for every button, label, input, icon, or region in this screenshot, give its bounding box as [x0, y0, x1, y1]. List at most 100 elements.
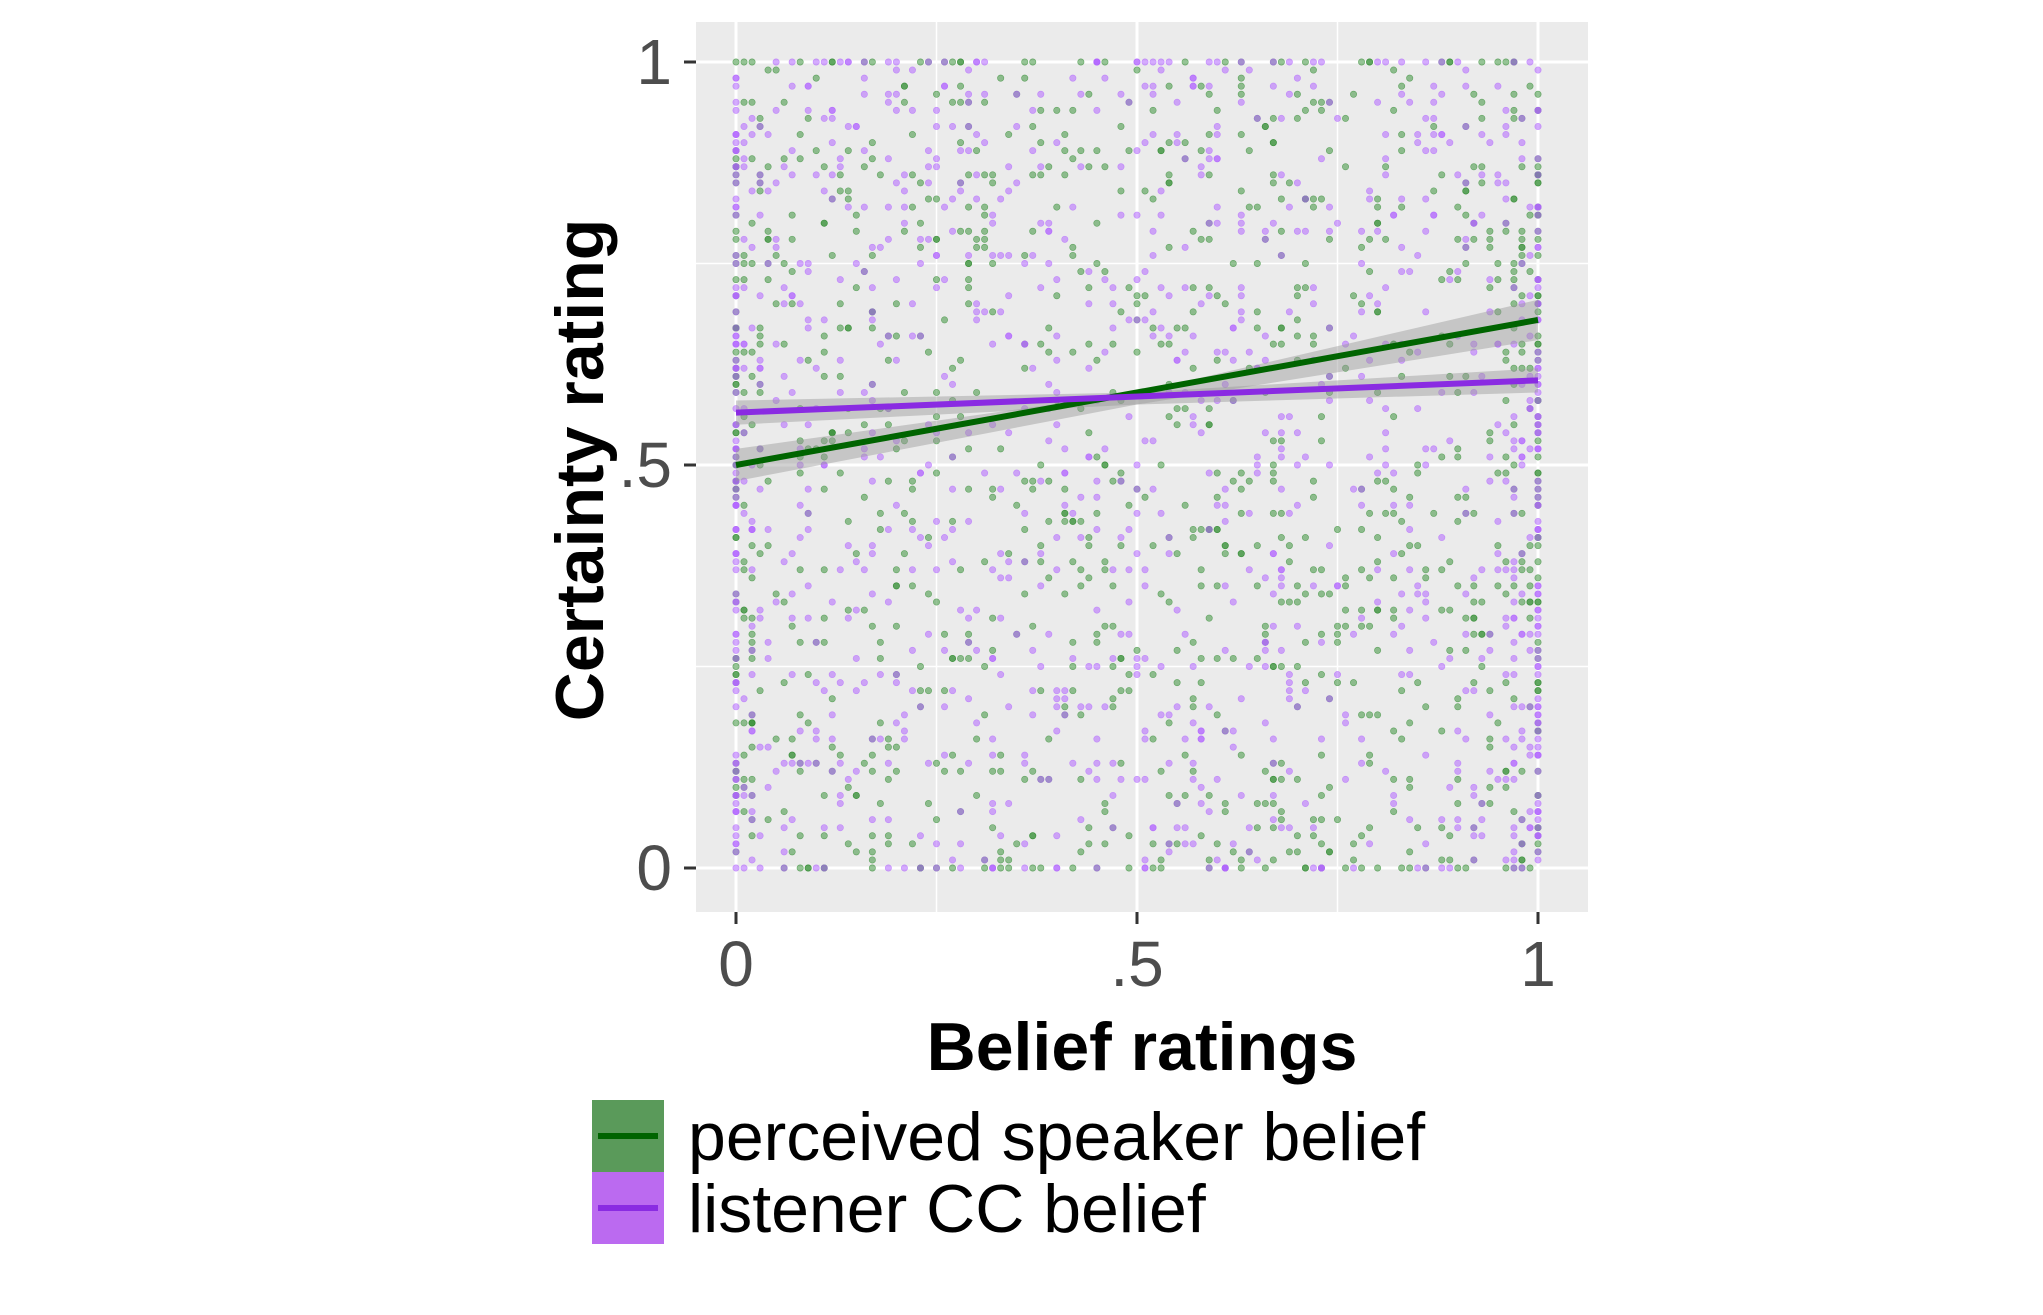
scatter-point — [1157, 662, 1165, 670]
scatter-point — [1390, 808, 1398, 816]
scatter-point — [1422, 566, 1430, 574]
scatter-point — [997, 195, 1005, 203]
scatter-point — [1189, 534, 1197, 542]
scatter-point — [884, 759, 892, 767]
scatter-point — [1285, 542, 1293, 550]
scatter-point — [780, 558, 788, 566]
scatter-point — [1309, 824, 1317, 832]
scatter-point — [1221, 485, 1229, 493]
scatter-point — [1414, 251, 1422, 259]
scatter-point — [1261, 122, 1269, 130]
scatter-point — [892, 671, 900, 679]
scatter-point — [1277, 824, 1285, 832]
scatter-point — [1494, 259, 1502, 267]
scatter-point — [892, 58, 900, 66]
scatter-point — [949, 751, 957, 759]
scatter-point — [1494, 171, 1502, 179]
scatter-point — [1245, 147, 1253, 155]
scatter-point — [1245, 203, 1253, 211]
scatter-point — [1197, 163, 1205, 171]
scatter-point — [876, 654, 884, 662]
scatter-point — [1101, 622, 1109, 630]
scatter-point — [748, 816, 756, 824]
scatter-point — [932, 284, 940, 292]
scatter-point — [1534, 808, 1542, 816]
scatter-point — [973, 308, 981, 316]
scatter-point — [780, 864, 788, 872]
scatter-point — [1478, 630, 1486, 638]
scatter-point — [796, 469, 804, 477]
scatter-point — [1133, 300, 1141, 308]
scatter-point — [949, 856, 957, 864]
scatter-point — [1133, 147, 1141, 155]
scatter-point — [989, 864, 997, 872]
scatter-point — [1534, 66, 1542, 74]
scatter-point — [1205, 90, 1213, 98]
scatter-point — [1382, 445, 1390, 453]
scatter-point — [924, 759, 932, 767]
scatter-point — [900, 727, 908, 735]
scatter-point — [852, 259, 860, 267]
scatter-point — [892, 332, 900, 340]
scatter-point — [1181, 155, 1189, 163]
scatter-point — [836, 469, 844, 477]
scatter-point — [876, 340, 884, 348]
scatter-point — [1085, 453, 1093, 461]
scatter-point — [1398, 550, 1406, 558]
scatter-point — [860, 421, 868, 429]
scatter-point — [772, 767, 780, 775]
scatter-point — [1510, 566, 1518, 574]
scatter-point — [916, 179, 924, 187]
scatter-point — [981, 308, 989, 316]
scatter-point — [1149, 195, 1157, 203]
scatter-point — [1470, 235, 1478, 243]
scatter-point — [740, 614, 748, 622]
scatter-point — [989, 219, 997, 227]
scatter-point — [844, 614, 852, 622]
scatter-point — [1269, 590, 1277, 598]
scatter-point — [1133, 276, 1141, 284]
scatter-point — [908, 171, 916, 179]
scatter-point — [1045, 630, 1053, 638]
scatter-point — [1029, 832, 1037, 840]
scatter-point — [1334, 582, 1342, 590]
scatter-point — [844, 783, 852, 791]
scatter-point — [1141, 654, 1149, 662]
scatter-point — [1366, 397, 1374, 405]
scatter-point — [1462, 179, 1470, 187]
scatter-point — [1141, 316, 1149, 324]
scatter-point — [1502, 590, 1510, 598]
scatter-point — [1197, 783, 1205, 791]
scatter-point — [740, 695, 748, 703]
scatter-point — [1470, 90, 1478, 98]
scatter-point — [1277, 775, 1285, 783]
scatter-point — [1494, 775, 1502, 783]
scatter-point — [1149, 251, 1157, 259]
scatter-point — [1510, 284, 1518, 292]
scatter-point — [740, 864, 748, 872]
scatter-point — [1454, 517, 1462, 525]
scatter-point — [1221, 550, 1229, 558]
scatter-point — [1261, 356, 1269, 364]
scatter-point — [1093, 864, 1101, 872]
scatter-point — [1125, 284, 1133, 292]
scatter-point — [1021, 74, 1029, 82]
scatter-point — [900, 550, 908, 558]
scatter-point — [1205, 614, 1213, 622]
scatter-point — [1301, 590, 1309, 598]
scatter-point — [868, 251, 876, 259]
scatter-point — [1293, 848, 1301, 856]
scatter-point — [1045, 324, 1053, 332]
scatter-point — [1510, 832, 1518, 840]
scatter-point — [1382, 509, 1390, 517]
scatter-point — [1013, 840, 1021, 848]
scatter-point — [1165, 840, 1173, 848]
scatter-point — [732, 421, 740, 429]
scatter-point — [1390, 606, 1398, 614]
scatter-point — [1534, 534, 1542, 542]
scatter-point — [1189, 759, 1197, 767]
scatter-point — [1261, 332, 1269, 340]
scatter-point — [756, 332, 764, 340]
scatter-point — [1181, 791, 1189, 799]
scatter-point — [1093, 662, 1101, 670]
